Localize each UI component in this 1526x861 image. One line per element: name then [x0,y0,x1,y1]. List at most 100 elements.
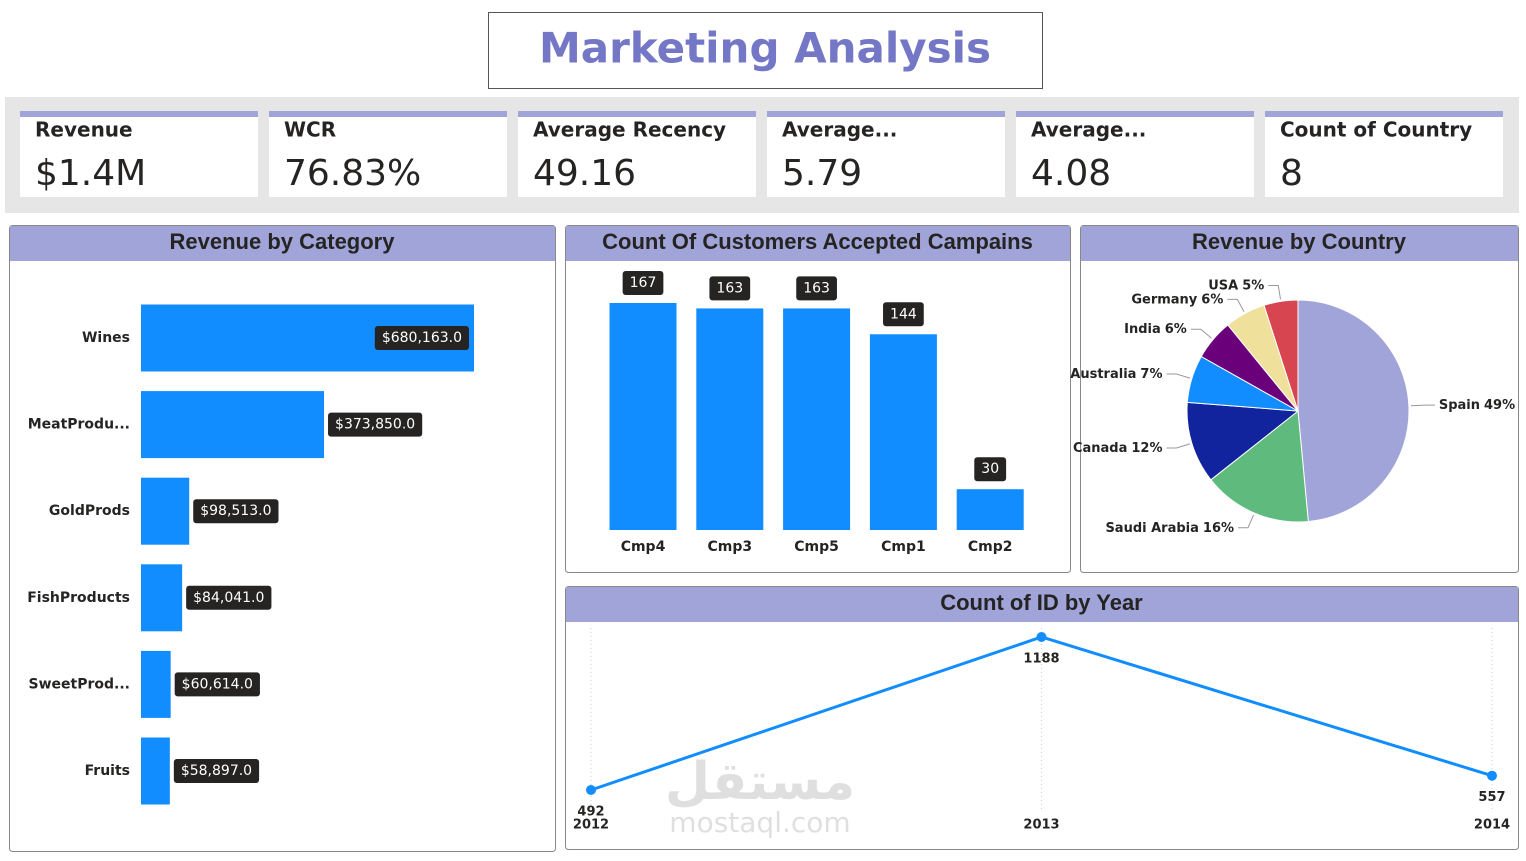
kpi-label: WCR [284,118,336,142]
bar [141,391,325,459]
watermark-arabic: مستقل [665,752,855,812]
data-label: 492 [577,805,604,820]
data-label: $98,513.0 [200,503,271,519]
leader-line [1238,514,1255,529]
data-label-box [374,326,469,350]
pie-slice [1263,299,1299,412]
category-label: Cmp3 [707,539,752,555]
kpi-accent [1016,111,1254,117]
category-label: MeatProdu... [28,417,130,433]
bar [696,308,764,530]
leader-line [1227,298,1245,312]
category-label: Cmp4 [621,539,666,555]
data-label: 163 [716,280,743,296]
kpi-accent [1265,111,1503,117]
category-label: Cmp2 [968,539,1013,555]
bar [141,477,190,545]
pie-label-name: Spain [1439,398,1480,413]
data-label-box [193,499,279,524]
pie-label: Canada 12% [1073,440,1163,455]
data-label-box [174,672,260,697]
data-label-box [328,412,423,437]
data-label: 167 [630,275,657,291]
data-label: 30 [981,461,999,477]
pie-label-value: 49% [1484,398,1515,413]
pie-label: Spain 49% [1439,398,1515,413]
pie-label-name: USA [1208,278,1238,293]
pie-slice [1297,299,1410,523]
leader-line [1166,443,1191,449]
point [1487,770,1497,781]
pie-label-name: India [1124,322,1161,337]
data-label: $373,850.0 [335,417,415,433]
category-label: FishProducts [27,590,130,606]
panel-header [566,226,1070,261]
leader-line [1268,285,1281,300]
pie-label-value: 12% [1131,440,1162,455]
pie-label-value: 5% [1242,278,1264,293]
pie-label-name: Australia [1070,367,1136,382]
data-label-box [173,759,260,783]
kpi-card [1265,111,1503,197]
kpi-accent [518,111,756,117]
data-label: 1188 [1023,652,1059,667]
kpi-value: $1.4M [35,153,146,194]
leader-line [1190,328,1212,339]
data-label: 163 [803,280,830,296]
kpi-accent [20,111,258,117]
bar [869,334,937,530]
data-label-box [186,585,272,610]
kpi-value: 4.08 [1031,153,1111,194]
x-tick-label: 2014 [1474,818,1510,833]
leader-line [1410,404,1435,407]
category-label: GoldProds [49,503,130,519]
pie-label: Australia 7% [1070,367,1162,382]
kpi-card [518,111,756,197]
data-label-box [622,271,664,295]
bar [141,650,171,718]
data-label-box [974,457,1007,482]
kpi-row: Revenue $1.4M WCR 76.83% Average Recency 49.1… [20,111,1503,197]
watermark-text: mostaql.com [669,806,850,839]
kpi-value: 76.83% [284,153,421,194]
kpi-label: Average... [782,118,897,142]
data-label-box [709,276,751,301]
bar [141,564,183,632]
pie-slice [1186,401,1300,481]
kpi-card [269,111,507,197]
panel-title: Revenue by Category [170,229,396,254]
leader-line [1166,373,1191,379]
x-tick-label: 2012 [573,818,609,833]
pie-label-value: 7% [1140,367,1162,382]
kpi-label: Average... [1031,118,1146,142]
category-label: Wines [82,330,130,346]
pie-label-value: 16% [1203,520,1234,535]
pie-label: Saudi Arabia 16% [1105,520,1234,535]
title-box [488,12,1043,89]
category-label: Cmp1 [881,539,926,555]
data-label: 557 [1478,790,1505,805]
kpi-value: 8 [1280,153,1303,194]
pie-label: India 6% [1124,322,1187,337]
kpi-card [1016,111,1254,197]
pie-label-name: Germany [1131,292,1197,307]
panel [565,586,1519,850]
kpi-card [767,111,1005,197]
kpi-value: 49.16 [533,153,636,194]
data-label-box [796,276,837,301]
bar [609,303,677,530]
bar [783,308,851,530]
data-label: $680,163.0 [382,330,462,346]
panel-title: Count Of Customers Accepted Campains [602,229,1033,254]
pie-label-name: Saudi Arabia [1105,520,1198,535]
pie-label-name: Canada [1073,440,1127,455]
category-label: Cmp5 [794,539,839,555]
panel-title: Revenue by Country [1192,229,1407,254]
kpi-label: Revenue [35,118,133,142]
pie-label-value: 6% [1201,292,1223,307]
panel-title: Count of ID by Year [940,590,1143,615]
category-label: SweetProd... [29,676,130,692]
kpi-label: Average Recency [533,118,726,142]
bar [956,489,1024,530]
